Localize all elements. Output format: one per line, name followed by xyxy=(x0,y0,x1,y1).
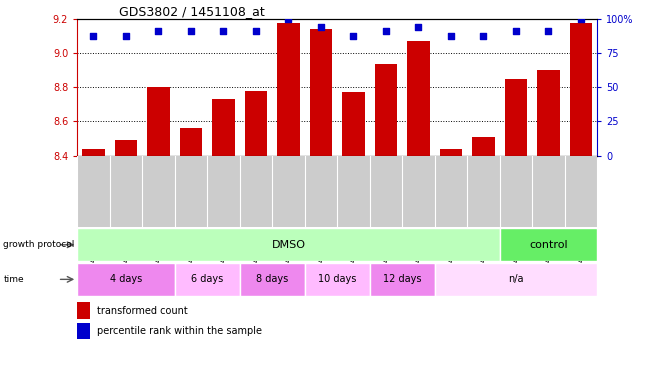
Bar xyxy=(277,23,300,156)
Point xyxy=(250,28,261,35)
Bar xyxy=(77,228,500,261)
Bar xyxy=(374,63,397,156)
Bar xyxy=(570,23,592,156)
Bar xyxy=(212,99,235,156)
Bar xyxy=(309,30,332,156)
Bar xyxy=(147,87,170,156)
Point xyxy=(88,33,99,39)
Bar xyxy=(240,263,305,296)
Bar xyxy=(180,128,202,156)
Bar xyxy=(77,323,90,339)
Bar xyxy=(77,303,90,319)
Text: DMSO: DMSO xyxy=(272,240,305,250)
Text: 10 days: 10 days xyxy=(318,274,356,285)
Bar xyxy=(370,263,435,296)
Point xyxy=(511,28,521,35)
Text: 12 days: 12 days xyxy=(383,274,421,285)
Point xyxy=(413,24,424,30)
Text: percentile rank within the sample: percentile rank within the sample xyxy=(97,326,262,336)
Bar xyxy=(505,79,527,156)
Point xyxy=(576,16,586,22)
Bar xyxy=(82,149,105,156)
Point xyxy=(543,28,554,35)
Bar xyxy=(342,93,365,156)
Bar xyxy=(435,263,597,296)
Bar xyxy=(472,137,495,156)
Point xyxy=(478,33,488,39)
Bar xyxy=(244,91,267,156)
Text: 6 days: 6 days xyxy=(191,274,223,285)
Text: GDS3802 / 1451108_at: GDS3802 / 1451108_at xyxy=(119,5,264,18)
Bar xyxy=(407,41,430,156)
Point xyxy=(315,24,326,30)
Bar xyxy=(500,228,597,261)
Bar xyxy=(305,263,370,296)
Text: time: time xyxy=(3,275,24,284)
Text: 4 days: 4 days xyxy=(110,274,142,285)
Point xyxy=(153,28,164,35)
Bar xyxy=(174,263,240,296)
Text: control: control xyxy=(529,240,568,250)
Point xyxy=(283,16,294,22)
Text: growth protocol: growth protocol xyxy=(3,240,74,249)
Point xyxy=(186,28,197,35)
Point xyxy=(446,33,456,39)
Point xyxy=(348,33,359,39)
Bar xyxy=(115,140,138,156)
Bar xyxy=(537,70,560,156)
Bar xyxy=(440,149,462,156)
Text: transformed count: transformed count xyxy=(97,306,187,316)
Bar xyxy=(77,263,174,296)
Text: 8 days: 8 days xyxy=(256,274,289,285)
Point xyxy=(121,33,132,39)
Text: n/a: n/a xyxy=(508,274,523,285)
Point xyxy=(380,28,391,35)
Point xyxy=(218,28,229,35)
